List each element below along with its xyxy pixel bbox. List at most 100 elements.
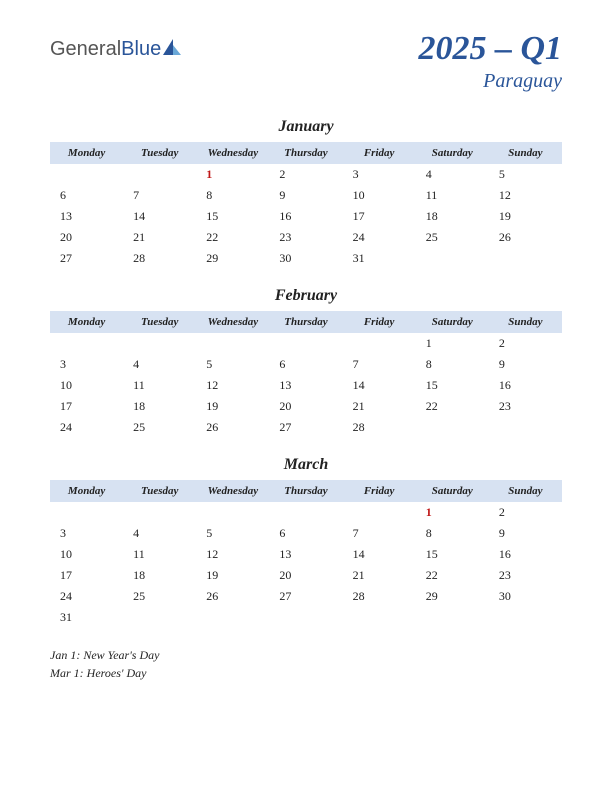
calendar-cell: 18 bbox=[416, 206, 489, 227]
calendar-cell: 27 bbox=[269, 417, 342, 438]
calendar-cell: 24 bbox=[50, 586, 123, 607]
month-block: FebruaryMondayTuesdayWednesdayThursdayFr… bbox=[50, 287, 562, 438]
calendar-row: 13141516171819 bbox=[50, 206, 562, 227]
calendar-cell: 16 bbox=[489, 375, 562, 396]
calendar-cell: 21 bbox=[343, 396, 416, 417]
calendar-row: 6789101112 bbox=[50, 185, 562, 206]
calendar-cell bbox=[489, 248, 562, 269]
month-name: January bbox=[50, 118, 562, 136]
page-title: 2025 – Q1 bbox=[418, 30, 562, 68]
calendar-row: 12 bbox=[50, 502, 562, 523]
calendar-cell: 15 bbox=[416, 544, 489, 565]
day-header: Friday bbox=[343, 142, 416, 164]
calendar-cell: 12 bbox=[196, 544, 269, 565]
calendar-cell: 30 bbox=[489, 586, 562, 607]
calendar-cell: 19 bbox=[196, 396, 269, 417]
calendar-cell: 1 bbox=[416, 502, 489, 523]
calendar-cell bbox=[416, 417, 489, 438]
day-header: Wednesday bbox=[196, 142, 269, 164]
calendar-cell: 28 bbox=[123, 248, 196, 269]
holiday-list: Jan 1: New Year's DayMar 1: Heroes' Day bbox=[50, 646, 562, 682]
calendar-cell: 24 bbox=[50, 417, 123, 438]
calendar-cell: 1 bbox=[416, 333, 489, 354]
calendar-cell: 11 bbox=[123, 544, 196, 565]
calendar-cell: 2 bbox=[489, 333, 562, 354]
calendar-cell: 14 bbox=[343, 544, 416, 565]
calendar-cell: 15 bbox=[196, 206, 269, 227]
calendar-cell: 19 bbox=[489, 206, 562, 227]
calendar-cell: 31 bbox=[343, 248, 416, 269]
calendar-cell: 26 bbox=[489, 227, 562, 248]
calendar-cell: 7 bbox=[123, 185, 196, 206]
calendar-cell: 12 bbox=[489, 185, 562, 206]
month-block: MarchMondayTuesdayWednesdayThursdayFrida… bbox=[50, 456, 562, 628]
calendar-cell: 6 bbox=[50, 185, 123, 206]
month-name: March bbox=[50, 456, 562, 474]
logo-triangle-icon bbox=[163, 38, 181, 61]
calendar-cell bbox=[343, 607, 416, 628]
calendar-cell: 10 bbox=[50, 375, 123, 396]
calendar-cell: 23 bbox=[489, 396, 562, 417]
calendar-cell: 14 bbox=[343, 375, 416, 396]
calendar-row: 10111213141516 bbox=[50, 375, 562, 396]
calendar-row: 17181920212223 bbox=[50, 565, 562, 586]
calendar-cell: 17 bbox=[50, 396, 123, 417]
calendar-table: MondayTuesdayWednesdayThursdayFridaySatu… bbox=[50, 142, 562, 269]
calendar-cell: 17 bbox=[50, 565, 123, 586]
calendar-cell: 2 bbox=[489, 502, 562, 523]
calendar-row: 17181920212223 bbox=[50, 396, 562, 417]
calendar-cell: 7 bbox=[343, 354, 416, 375]
calendar-cell bbox=[489, 607, 562, 628]
calendars-container: JanuaryMondayTuesdayWednesdayThursdayFri… bbox=[50, 118, 562, 628]
logo: GeneralBlue bbox=[50, 38, 181, 61]
calendar-cell: 10 bbox=[343, 185, 416, 206]
day-header: Monday bbox=[50, 142, 123, 164]
calendar-cell: 29 bbox=[196, 248, 269, 269]
holiday-entry: Mar 1: Heroes' Day bbox=[50, 664, 562, 682]
calendar-cell: 7 bbox=[343, 523, 416, 544]
calendar-cell: 13 bbox=[269, 375, 342, 396]
calendar-cell bbox=[196, 607, 269, 628]
day-header: Thursday bbox=[269, 142, 342, 164]
calendar-row: 24252627282930 bbox=[50, 586, 562, 607]
calendar-row: 12 bbox=[50, 333, 562, 354]
day-header: Monday bbox=[50, 311, 123, 333]
logo-text-general: General bbox=[50, 38, 121, 61]
calendar-cell bbox=[416, 607, 489, 628]
calendar-cell: 27 bbox=[50, 248, 123, 269]
calendar-row: 20212223242526 bbox=[50, 227, 562, 248]
calendar-cell bbox=[343, 502, 416, 523]
calendar-cell: 1 bbox=[196, 164, 269, 185]
calendar-cell bbox=[416, 248, 489, 269]
day-header: Saturday bbox=[416, 480, 489, 502]
calendar-table: MondayTuesdayWednesdayThursdayFridaySatu… bbox=[50, 311, 562, 438]
calendar-cell: 26 bbox=[196, 417, 269, 438]
day-header: Wednesday bbox=[196, 480, 269, 502]
page-subtitle: Paraguay bbox=[418, 70, 562, 93]
calendar-cell: 30 bbox=[269, 248, 342, 269]
calendar-cell: 20 bbox=[50, 227, 123, 248]
calendar-cell bbox=[123, 333, 196, 354]
calendar-cell: 21 bbox=[123, 227, 196, 248]
calendar-cell: 5 bbox=[196, 354, 269, 375]
calendar-cell: 12 bbox=[196, 375, 269, 396]
calendar-cell: 13 bbox=[269, 544, 342, 565]
title-block: 2025 – Q1 Paraguay bbox=[418, 30, 562, 93]
calendar-cell: 13 bbox=[50, 206, 123, 227]
calendar-cell bbox=[123, 164, 196, 185]
calendar-cell: 25 bbox=[416, 227, 489, 248]
calendar-row: 2728293031 bbox=[50, 248, 562, 269]
day-header: Tuesday bbox=[123, 142, 196, 164]
calendar-row: 3456789 bbox=[50, 523, 562, 544]
calendar-cell: 16 bbox=[269, 206, 342, 227]
calendar-cell: 16 bbox=[489, 544, 562, 565]
logo-text-blue: Blue bbox=[121, 38, 161, 61]
calendar-cell: 5 bbox=[489, 164, 562, 185]
calendar-cell bbox=[196, 502, 269, 523]
calendar-row: 2425262728 bbox=[50, 417, 562, 438]
calendar-cell bbox=[123, 607, 196, 628]
calendar-cell bbox=[50, 164, 123, 185]
calendar-cell: 6 bbox=[269, 354, 342, 375]
day-header: Sunday bbox=[489, 311, 562, 333]
calendar-cell: 26 bbox=[196, 586, 269, 607]
